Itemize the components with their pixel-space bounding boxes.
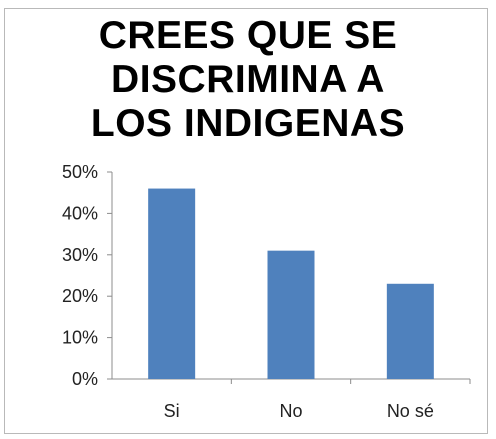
bar-no	[267, 250, 315, 379]
x-category-label: Si	[164, 401, 180, 421]
y-tick-label: 50%	[62, 162, 98, 182]
y-tick-label: 40%	[62, 203, 98, 223]
y-tick-label: 20%	[62, 286, 98, 306]
x-category-label: No sé	[387, 401, 434, 421]
chart-title: CREES QUE SE DISCRIMINA A LOS INDIGENAS	[0, 14, 496, 146]
bar-si	[148, 188, 196, 379]
y-tick-label: 10%	[62, 328, 98, 348]
bar-no-se	[386, 283, 434, 379]
chart-title-line-3: LOS INDIGENAS	[90, 102, 406, 145]
y-tick-label: 30%	[62, 245, 98, 265]
x-category-label: No	[279, 401, 302, 421]
y-tick-label: 0%	[72, 369, 98, 389]
chart-title-line-2: DISCRIMINA A	[111, 58, 385, 101]
chart-title-line-1: CREES QUE SE	[98, 14, 398, 57]
